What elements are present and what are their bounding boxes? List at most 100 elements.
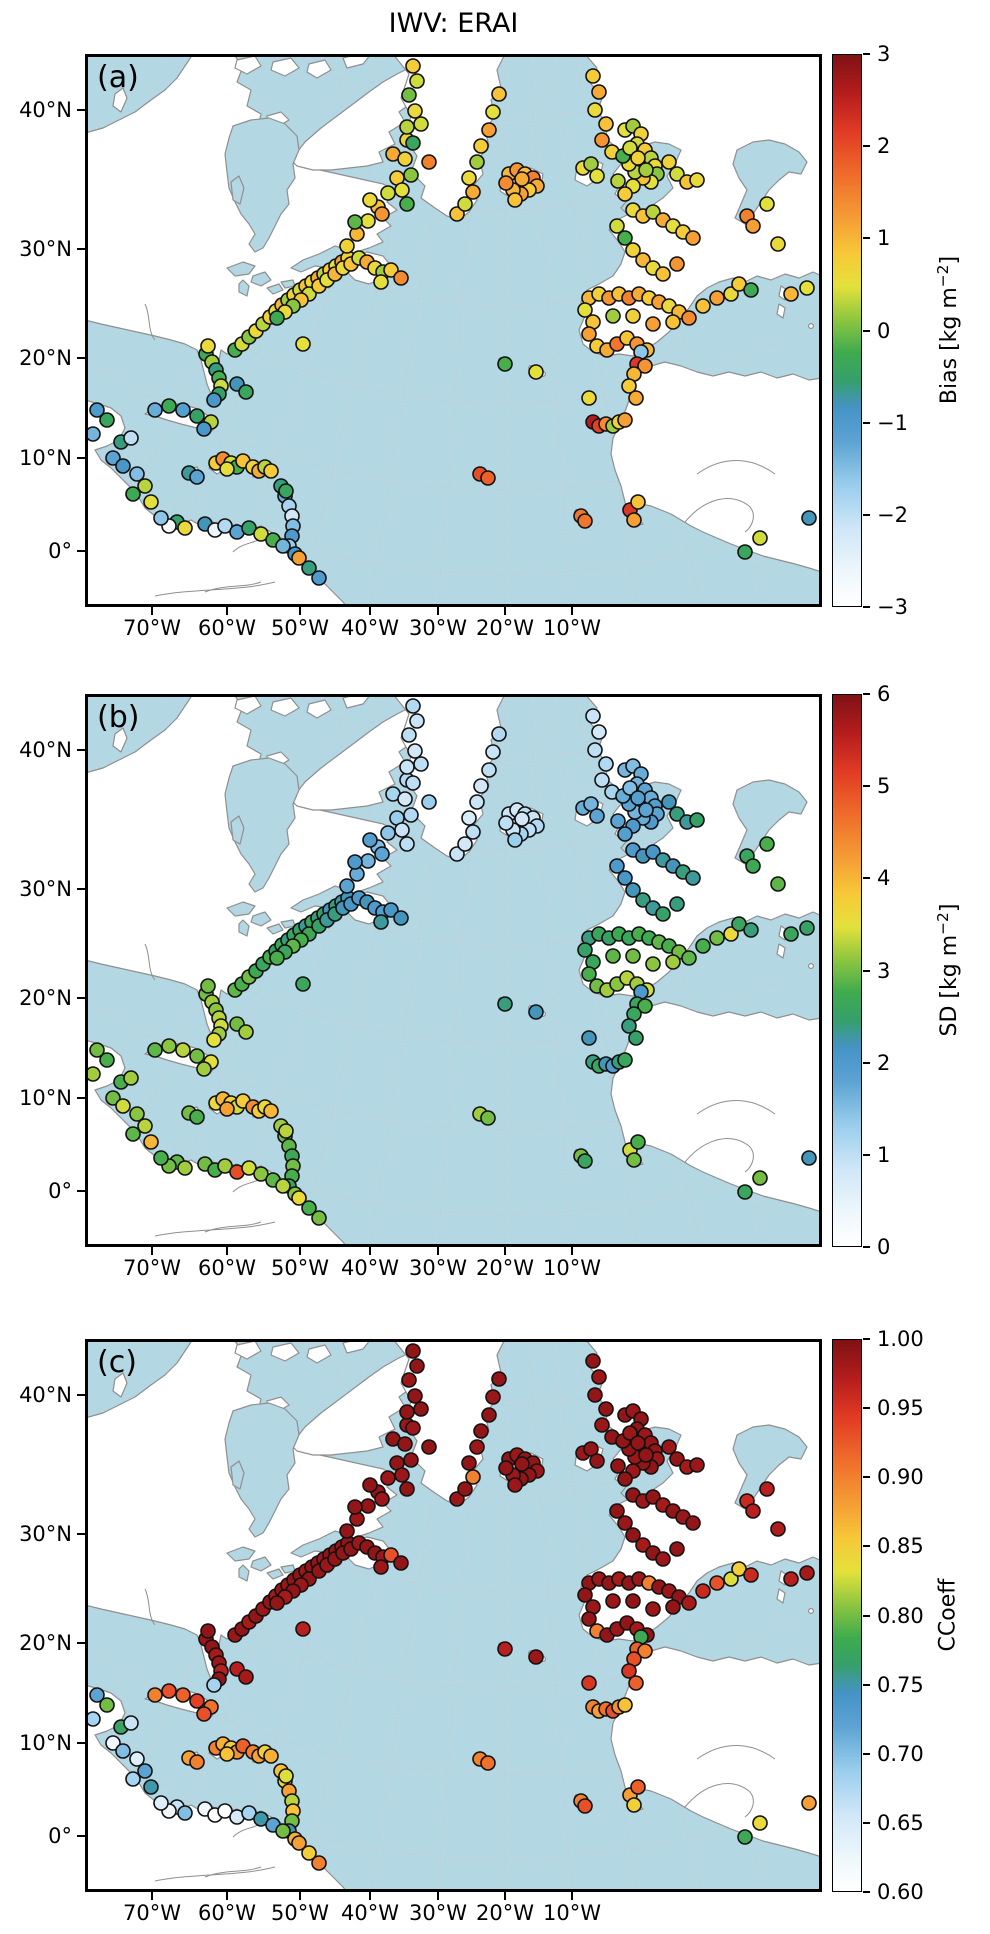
station-dot — [669, 256, 685, 272]
station-dot — [360, 853, 376, 869]
station-dot — [585, 1353, 601, 1369]
station-dot — [491, 1371, 507, 1387]
station-dot — [291, 550, 307, 566]
colorbar-tick-label: 0.95 — [877, 1396, 924, 1421]
lat-tick-label: 40°N — [19, 98, 72, 122]
lat-tick-mark — [77, 1533, 85, 1535]
lon-tick-label: 40°W — [341, 1901, 399, 1925]
lon-tick-mark — [437, 1892, 439, 1900]
station-dot — [263, 1103, 279, 1119]
station-dot — [507, 832, 523, 848]
station-dot — [89, 1042, 105, 1058]
colorbar-tick-label: 6 — [877, 682, 891, 706]
lon-tick-label: 30°W — [409, 616, 467, 640]
station-dot — [449, 1491, 465, 1507]
station-dot — [626, 1152, 642, 1168]
station-dot — [206, 392, 222, 408]
colorbar-tick-label: −3 — [877, 595, 908, 619]
lon-tick-label: 50°W — [271, 1256, 329, 1280]
station-dot — [737, 1829, 753, 1845]
station-dot — [401, 87, 417, 103]
station-dot — [485, 744, 501, 760]
station-dot — [137, 478, 153, 494]
station-dot — [770, 1521, 786, 1537]
lon-tick-mark — [437, 1247, 439, 1255]
station-dot — [491, 726, 507, 742]
lon-tick-label: 60°W — [198, 616, 256, 640]
station-dot — [625, 948, 641, 964]
station-dot — [339, 1523, 355, 1539]
station-dot — [591, 724, 607, 740]
station-dot — [598, 756, 614, 772]
station-dot — [311, 1210, 327, 1226]
station-dot — [393, 270, 409, 286]
station-dot — [147, 1042, 163, 1058]
station-dot — [238, 384, 254, 400]
colorbar-tick-mark — [863, 1153, 870, 1156]
colorbar-tick-mark — [863, 53, 870, 55]
station-dot — [374, 206, 390, 222]
colorbar-tick-label: 0 — [877, 1235, 891, 1259]
station-dot — [481, 762, 497, 778]
colorbar-tick-label: 2 — [877, 1050, 891, 1075]
station-dot — [497, 996, 513, 1012]
colorbar-tick-mark — [863, 969, 870, 972]
colorbar-tick-mark — [863, 1246, 870, 1248]
station-dot — [360, 1498, 376, 1514]
colorbar-tick-mark — [863, 145, 870, 148]
station-dot — [731, 916, 747, 932]
station-dot — [655, 266, 671, 282]
lon-tick-label: 70°W — [123, 1256, 181, 1280]
station-dot — [743, 922, 759, 938]
map-canvas-0 — [85, 54, 822, 607]
station-dot — [581, 1030, 597, 1046]
station-dot — [581, 966, 597, 982]
station-dot — [635, 252, 651, 268]
station-dot — [413, 1401, 429, 1417]
station-dot — [481, 1407, 497, 1423]
station-dot — [115, 1743, 131, 1759]
station-dot — [263, 463, 279, 479]
station-dot — [241, 1160, 257, 1176]
station-dot — [129, 1106, 145, 1122]
station-dot — [457, 1481, 473, 1497]
station-dot — [628, 1675, 644, 1691]
station-dot — [394, 182, 410, 198]
station-dot — [339, 238, 355, 254]
lon-tick-mark — [226, 1892, 228, 1900]
station-dot — [143, 1134, 159, 1150]
station-dot — [617, 870, 633, 886]
lon-tick-mark — [299, 1247, 301, 1255]
colorbar-tick-label: 3 — [877, 958, 891, 983]
station-dot — [669, 1541, 685, 1557]
station-dot — [669, 806, 685, 822]
station-dot — [143, 1779, 159, 1795]
station-dot — [405, 135, 421, 151]
station-dot — [217, 1158, 233, 1174]
station-dot — [661, 794, 677, 810]
station-dot — [577, 513, 593, 529]
station-dot — [465, 824, 481, 840]
lat-tick-label: 20°N — [19, 346, 72, 370]
station-dot — [397, 1436, 413, 1452]
station-dot — [610, 813, 626, 829]
station-dot — [405, 1343, 421, 1359]
station-dot — [617, 826, 633, 842]
station-dot — [514, 171, 530, 187]
lat-tick-mark — [77, 1742, 85, 1744]
station-dot — [745, 858, 761, 874]
lat-tick-mark — [77, 109, 85, 111]
station-dot — [731, 1561, 747, 1577]
station-dot — [661, 1439, 677, 1455]
panel-b: (b) 40°N 30°N 20°N 10°N 0° 70°W 60°W 50°W 40°W 30… — [0, 682, 990, 1280]
station-dot — [380, 825, 396, 841]
station-dot — [605, 1593, 621, 1609]
station-dot — [129, 1751, 145, 1767]
station-dot — [799, 1565, 815, 1581]
station-dot — [581, 1675, 597, 1691]
lon-tick-mark — [504, 1892, 506, 1900]
station-dot — [731, 276, 747, 292]
station-dot — [189, 1693, 205, 1709]
station-dot — [347, 214, 363, 230]
lat-tick-mark — [77, 357, 85, 359]
